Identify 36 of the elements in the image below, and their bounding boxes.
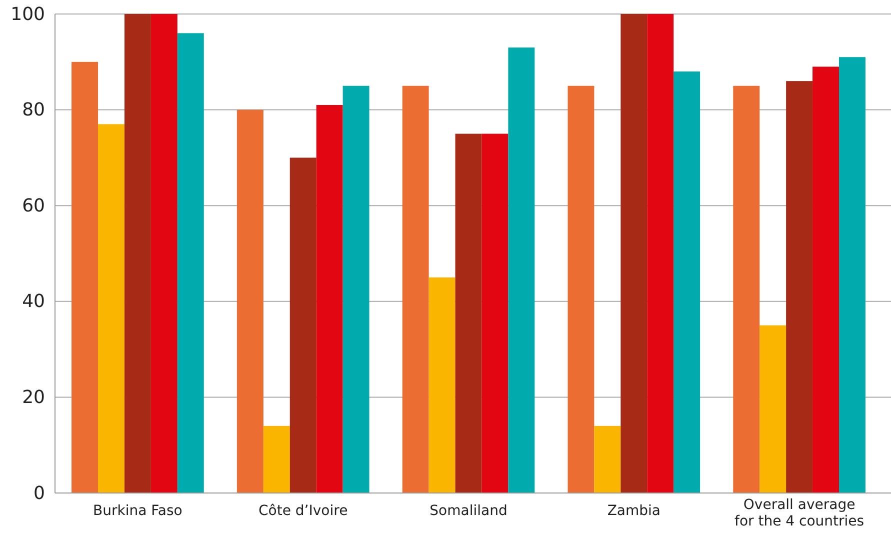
x-tick-label: Burkina Faso <box>93 502 182 519</box>
bar <box>786 81 813 493</box>
bar <box>124 14 151 493</box>
bar <box>428 277 456 493</box>
x-tick-label: Côte d’Ivoire <box>258 502 348 519</box>
bar <box>316 105 343 493</box>
bar <box>594 426 621 493</box>
x-tick-label: Overall average for the 4 countries <box>734 496 864 530</box>
x-tick-label: Somaliland <box>430 502 508 519</box>
y-tick-label: 40 <box>22 291 45 312</box>
bar <box>812 66 839 493</box>
bar <box>674 71 700 493</box>
bar <box>568 86 594 493</box>
bar <box>263 426 290 493</box>
bar <box>150 14 178 493</box>
bar <box>342 86 370 493</box>
bar <box>482 134 508 493</box>
bar <box>508 48 535 493</box>
bar <box>455 134 482 493</box>
y-tick-label: 0 <box>34 482 45 504</box>
bar <box>402 86 429 493</box>
bar <box>760 325 786 493</box>
bar <box>72 62 98 493</box>
bar <box>236 110 264 493</box>
y-tick-label: 80 <box>22 100 45 121</box>
y-tick-label: 20 <box>22 386 45 408</box>
x-tick-label: Zambia <box>607 502 660 519</box>
bar <box>290 158 316 493</box>
bar <box>177 33 204 493</box>
bar <box>620 14 648 493</box>
bar <box>98 124 124 493</box>
bar <box>647 14 674 493</box>
y-tick-label: 100 <box>10 4 45 25</box>
bar <box>733 86 760 493</box>
y-tick-label: 60 <box>22 195 45 216</box>
bar <box>838 57 866 493</box>
